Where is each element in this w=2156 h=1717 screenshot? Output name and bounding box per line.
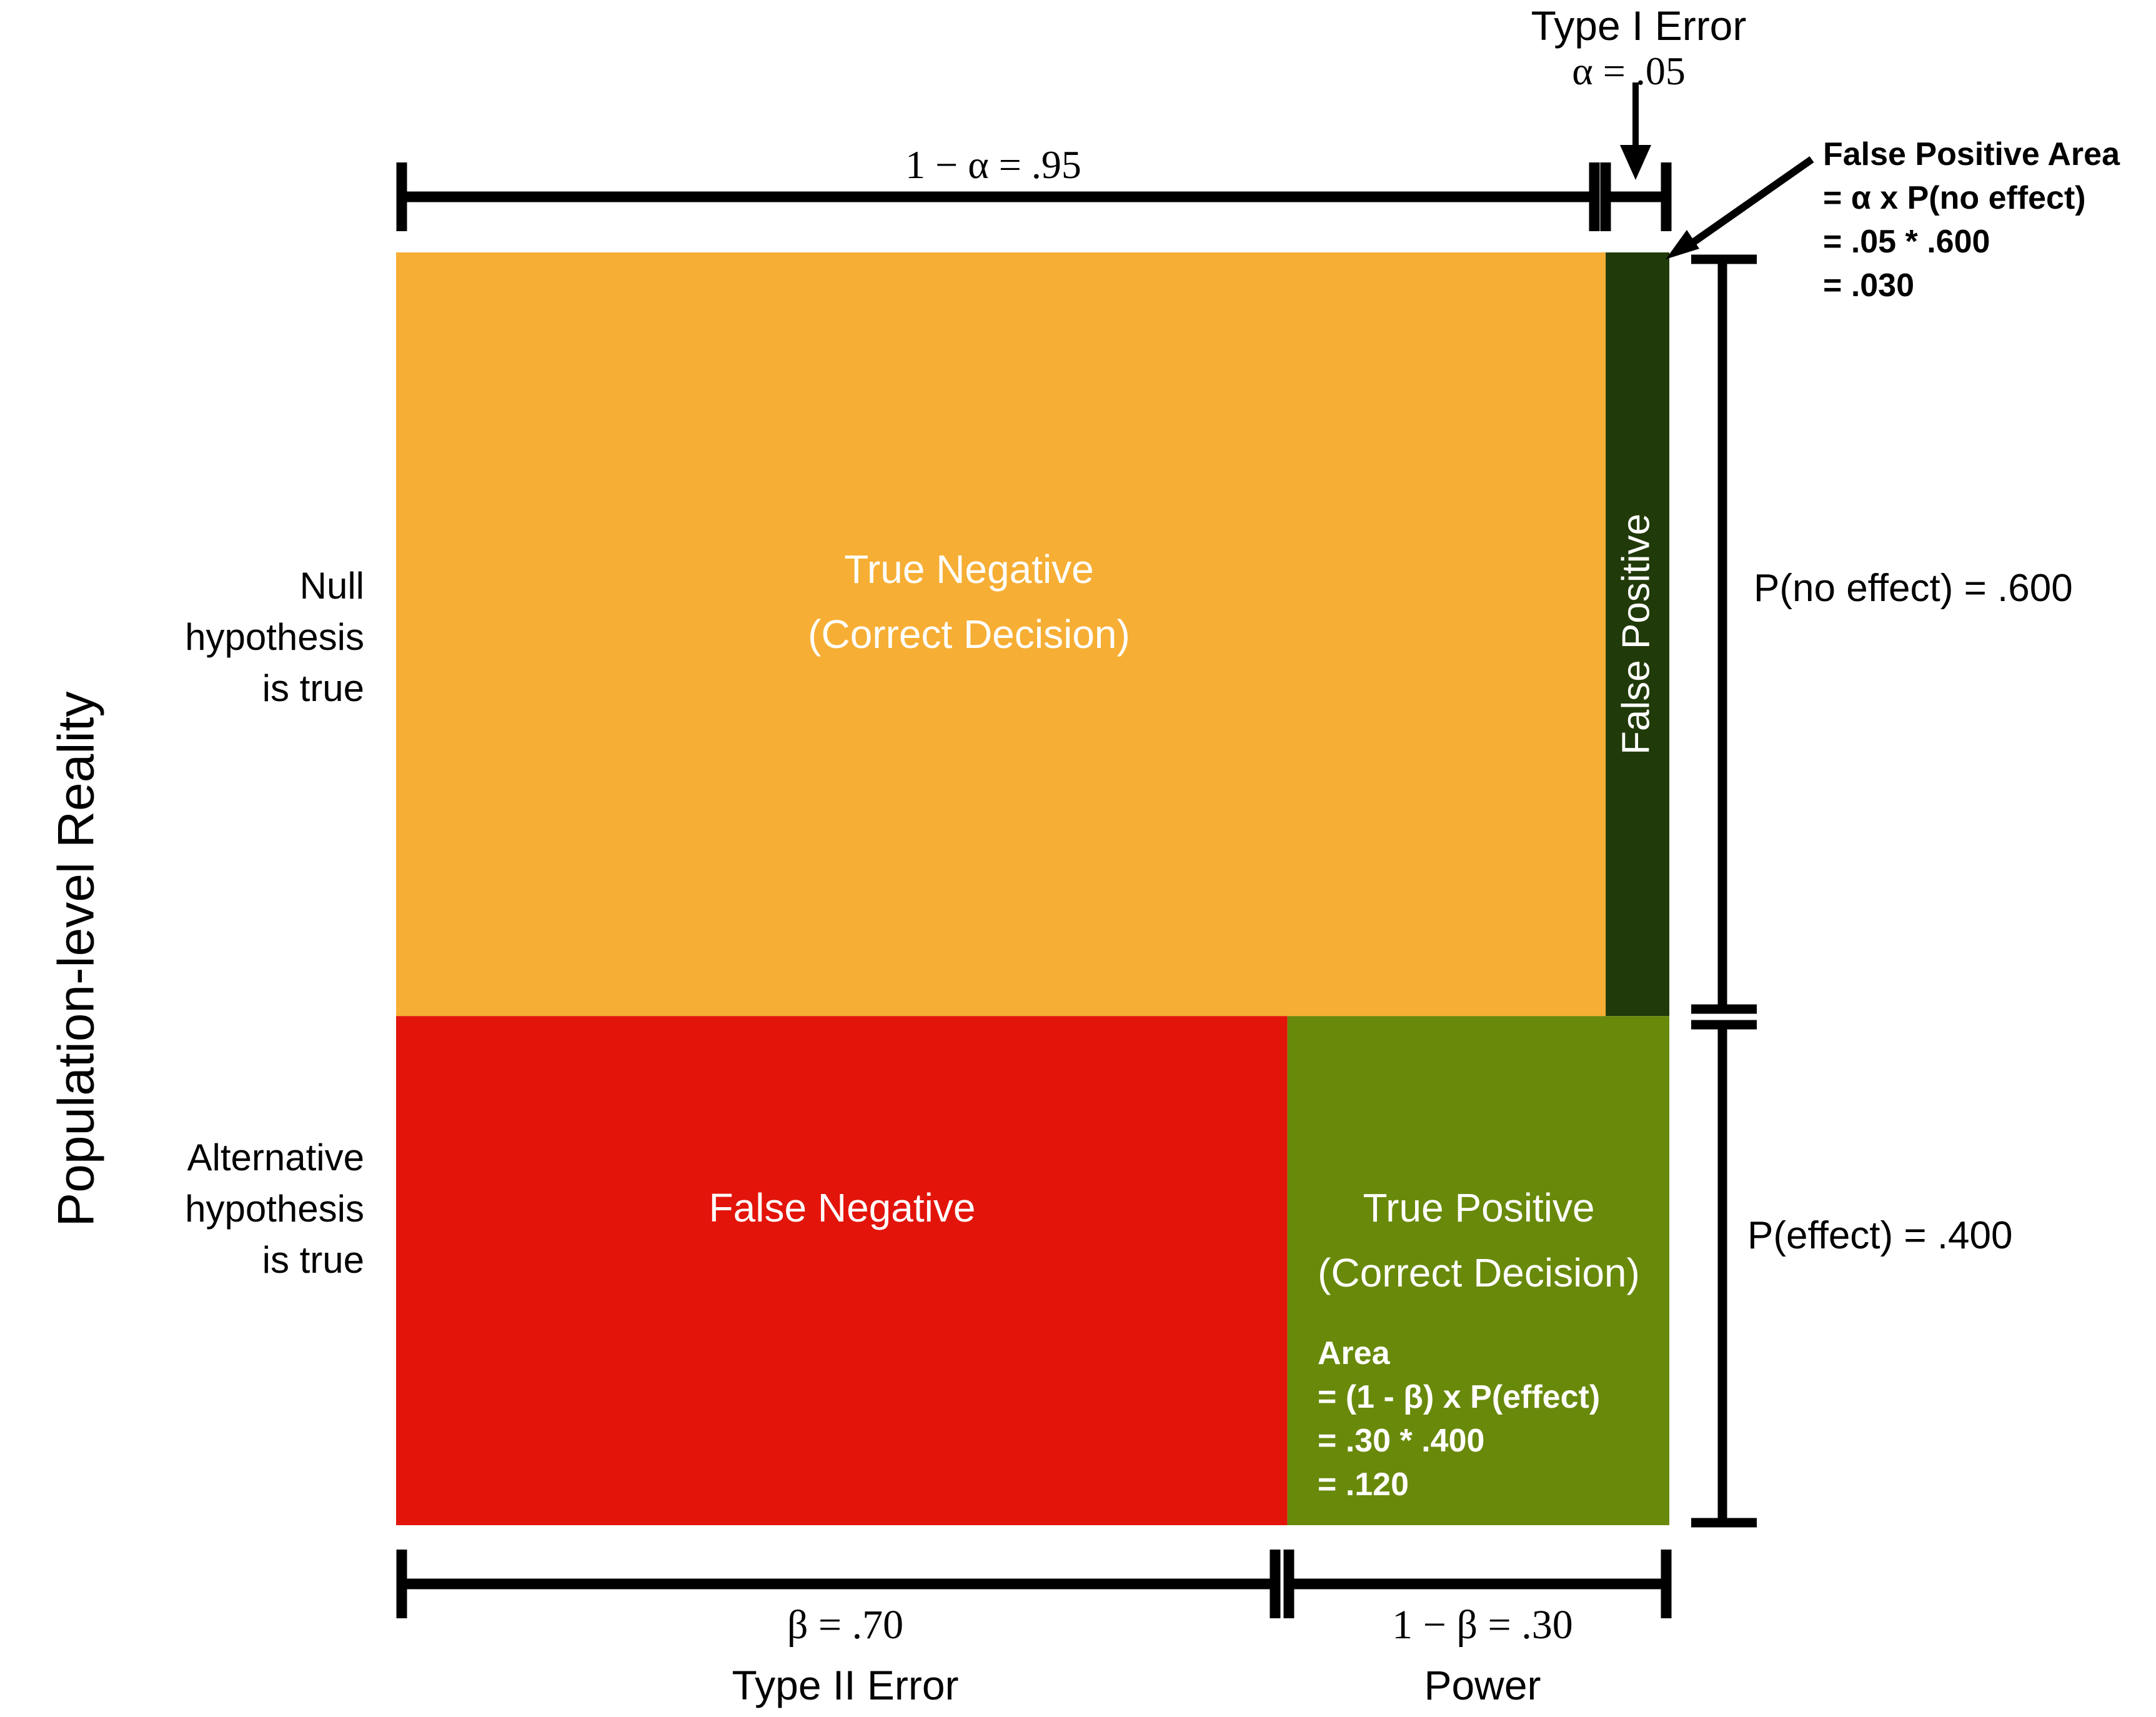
alt-row-label-line-2: hypothesis <box>185 1188 364 1230</box>
true-negative-sublabel: (Correct Decision) <box>808 612 1130 657</box>
bottom-dimension-line <box>396 1550 1672 1618</box>
y-axis-title: Population-level Reality <box>48 692 105 1227</box>
tp-area-line-3: = .30 * .400 <box>1318 1423 1484 1459</box>
fp-area-line-2: = α x P(no effect) <box>1823 180 2086 216</box>
false-positive-area-calc: False Positive Area = α x P(no effect) =… <box>1823 136 2120 304</box>
null-row-label-line-2: hypothesis <box>185 616 364 658</box>
right-dimension-line <box>1691 254 1757 1528</box>
type-two-error-title: Type II Error <box>732 1662 958 1708</box>
alt-row-label-line-1: Alternative <box>187 1137 364 1178</box>
p-effect-label: P(effect) = .400 <box>1747 1214 2013 1257</box>
beta-label: β = .70 <box>787 1602 903 1648</box>
true-negative-cell <box>396 252 1606 1017</box>
alpha-label: α = .05 <box>1572 49 1686 93</box>
null-row-label: Null hypothesis is true <box>185 565 364 709</box>
false-negative-label: False Negative <box>709 1185 976 1230</box>
p-no-effect-label: P(no effect) = .600 <box>1754 567 2073 610</box>
one-minus-beta-label: 1 − β = .30 <box>1392 1602 1573 1648</box>
false-positive-label: False Positive <box>1614 514 1657 755</box>
false-positive-cell <box>1606 252 1669 1017</box>
true-negative-label: True Negative <box>844 547 1094 592</box>
one-minus-alpha-label: 1 − α = .95 <box>905 142 1081 187</box>
alternative-row-label: Alternative hypothesis is true <box>185 1137 364 1281</box>
fp-area-line-4: = .030 <box>1823 267 1914 304</box>
true-positive-cell <box>1287 1016 1669 1525</box>
tp-area-line-1: Area <box>1318 1335 1391 1371</box>
alpha-arrow <box>1620 82 1651 180</box>
fp-area-line-1: False Positive Area <box>1823 136 2120 172</box>
fp-area-line-3: = .05 * .600 <box>1823 224 1990 260</box>
type-one-error-title: Type I Error <box>1531 2 1747 49</box>
null-row-label-line-3: is true <box>262 667 364 709</box>
true-positive-sublabel: (Correct Decision) <box>1318 1250 1640 1295</box>
tp-area-line-2: = (1 - β) x P(effect) <box>1318 1379 1600 1415</box>
false-positive-arrow <box>1666 156 1814 259</box>
alt-row-label-line-3: is true <box>262 1239 364 1281</box>
tp-area-line-4: = .120 <box>1318 1466 1409 1503</box>
false-negative-cell <box>396 1016 1288 1525</box>
null-row-label-line-1: Null <box>300 565 364 607</box>
mosaic-cells <box>396 252 1669 1525</box>
true-positive-label: True Positive <box>1363 1185 1594 1230</box>
power-title: Power <box>1424 1662 1541 1708</box>
top-dimension-line <box>396 162 1672 231</box>
true-positive-area-calc: Area = (1 - β) x P(effect) = .30 * .400 … <box>1318 1335 1600 1503</box>
